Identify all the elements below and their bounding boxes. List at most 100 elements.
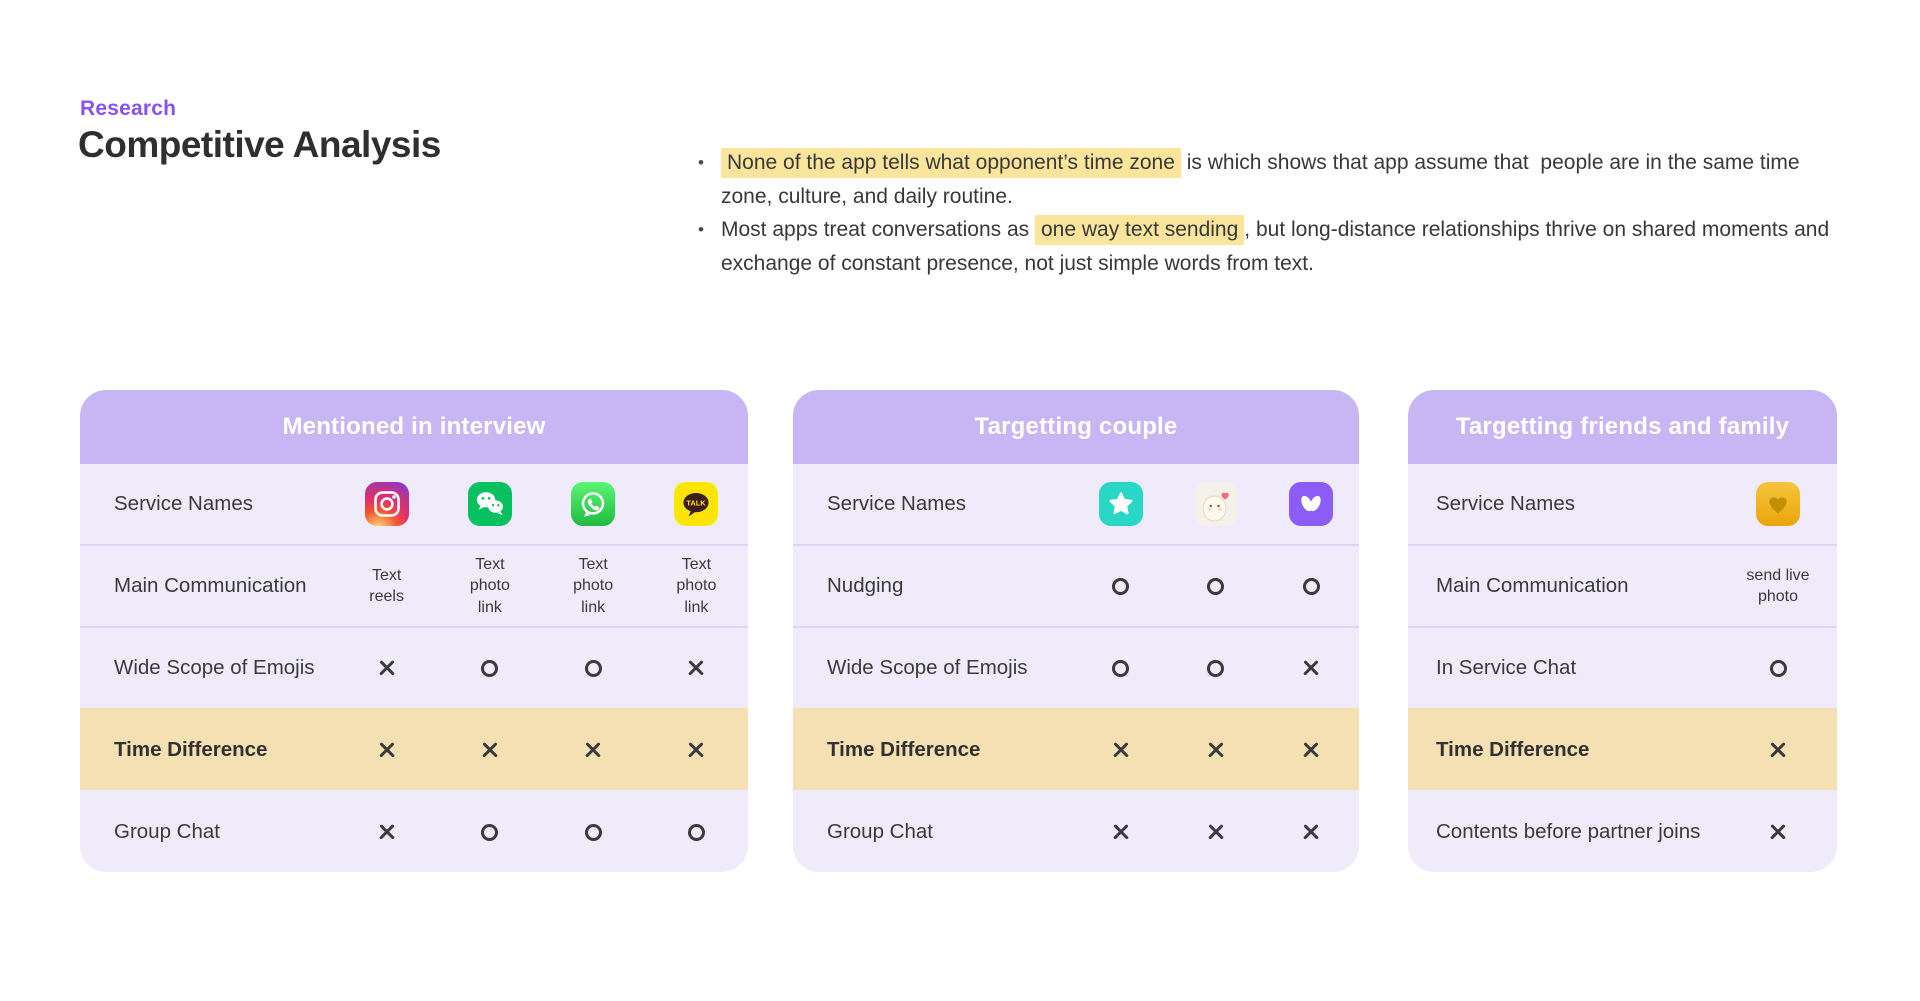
row-label: Time Difference	[1436, 738, 1590, 761]
table-row-in-service-chat: In Service Chat	[1408, 626, 1837, 708]
insight-highlight: None of the app tells what opponent’s ti…	[721, 148, 1181, 178]
value-cell	[645, 658, 748, 679]
table-row-wide-scope-of-emojis: Wide Scope of Emojis	[793, 626, 1359, 708]
circle-mark-icon	[479, 658, 500, 679]
table-row-nudging: Nudging	[793, 544, 1359, 626]
value-cell	[542, 822, 645, 843]
insight-post: is which shows that app assume that peop…	[721, 151, 1806, 208]
row-label: Contents before partner joins	[1436, 820, 1701, 843]
circle-mark-icon	[583, 658, 604, 679]
row-label: Service Names	[827, 492, 966, 515]
table-title: Targetting couple	[793, 390, 1359, 464]
table-row-time-difference: Time Difference	[1408, 708, 1837, 790]
table-row-main-communication: Main Communication Text reels Text photo…	[80, 544, 748, 626]
kakaotalk-icon: TALK	[674, 482, 719, 526]
row-label: In Service Chat	[1436, 656, 1577, 679]
value-cell	[335, 740, 438, 761]
table-row-wide-scope-of-emojis: Wide Scope of Emojis	[80, 626, 748, 708]
table-targetting-friends-and-family: Targetting friends and family Service Na…	[1408, 390, 1837, 872]
cross-mark-icon	[1301, 658, 1322, 679]
circle-mark-icon	[1205, 576, 1226, 597]
table-row-service-names: Service Names	[1408, 464, 1837, 544]
bullet-icon: •	[698, 220, 704, 239]
cross-mark-icon	[1301, 740, 1322, 761]
service-cell	[438, 482, 541, 526]
table-row-group-chat: Group Chat	[80, 790, 748, 872]
service-cell: TALK	[645, 482, 748, 526]
cross-mark-icon	[583, 740, 604, 761]
page-title: Competitive Analysis	[78, 124, 441, 165]
whatsapp-icon	[571, 482, 616, 526]
cell-text: send live photo	[1746, 566, 1810, 605]
value-cell	[1073, 658, 1168, 679]
cross-mark-icon	[1301, 822, 1322, 843]
service-cell	[1073, 482, 1168, 526]
value-cell	[542, 658, 645, 679]
service-cell	[335, 482, 438, 526]
table-body: Service Names Main Communication send li…	[1408, 464, 1837, 872]
circle-mark-icon	[479, 822, 500, 843]
circle-mark-icon	[1110, 658, 1131, 679]
value-cell	[1264, 658, 1359, 679]
insights-block: • None of the app tells what opponent’s …	[698, 146, 1833, 280]
table-title: Mentioned in interview	[80, 390, 748, 464]
table-row-service-names: Service Names	[793, 464, 1359, 544]
table-row-service-names: Service Names	[80, 464, 748, 544]
circle-mark-icon	[686, 822, 707, 843]
value-cell	[1264, 822, 1359, 843]
value-cell	[645, 740, 748, 761]
cell-text: Text photo link	[676, 556, 717, 616]
circle-mark-icon	[583, 822, 604, 843]
value-cell	[1719, 658, 1837, 679]
table-targetting-couple: Targetting couple Service Names	[793, 390, 1359, 872]
row-label: Main Communication	[1436, 574, 1629, 597]
table-title: Targetting friends and family	[1408, 390, 1837, 464]
value-cell	[335, 658, 438, 679]
value-cell	[335, 822, 438, 843]
purple-heart-icon	[1289, 482, 1334, 526]
insight-item: • None of the app tells what opponent’s …	[698, 146, 1833, 213]
row-label: Group Chat	[827, 820, 933, 843]
kakao-talk-label: TALK	[687, 498, 707, 507]
value-cell: Text photo link	[645, 554, 748, 617]
value-cell	[1264, 576, 1359, 597]
cross-mark-icon	[376, 658, 397, 679]
insight-post: , but long-distance relationships thrive…	[721, 218, 1835, 275]
cross-mark-icon	[1110, 740, 1131, 761]
row-label: Service Names	[114, 492, 253, 515]
row-label: Time Difference	[827, 738, 981, 761]
cell-text: Text photo link	[573, 556, 614, 616]
service-cell	[1719, 482, 1837, 526]
row-label: Main Communication	[114, 574, 307, 597]
locket-heart-icon	[1756, 482, 1800, 526]
insight-highlight: one way text sending	[1035, 215, 1245, 245]
between-star-icon	[1098, 482, 1143, 526]
service-cell	[1264, 482, 1359, 526]
circle-mark-icon	[1110, 576, 1131, 597]
value-cell	[542, 740, 645, 761]
value-cell: Text photo link	[542, 554, 645, 617]
row-label: Group Chat	[114, 820, 220, 843]
table-row-time-difference: Time Difference	[80, 708, 748, 790]
value-cell	[1168, 658, 1263, 679]
value-cell	[1264, 740, 1359, 761]
value-cell	[1168, 740, 1263, 761]
insight-text: Most apps treat conversations as one way…	[721, 213, 1833, 280]
cross-mark-icon	[479, 740, 500, 761]
cross-mark-icon	[686, 658, 707, 679]
instagram-icon	[364, 482, 409, 526]
cross-mark-icon	[376, 740, 397, 761]
cross-mark-icon	[1768, 740, 1789, 761]
value-cell	[438, 740, 541, 761]
cell-text: Text photo link	[469, 556, 510, 616]
value-cell	[438, 822, 541, 843]
wechat-icon	[467, 482, 512, 526]
cross-mark-icon	[1205, 740, 1226, 761]
value-cell	[1073, 740, 1168, 761]
service-cell	[542, 482, 645, 526]
cross-mark-icon	[376, 822, 397, 843]
cross-mark-icon	[686, 740, 707, 761]
value-cell: Text reels	[335, 565, 438, 607]
table-row-main-communication: Main Communication send live photo	[1408, 544, 1837, 626]
